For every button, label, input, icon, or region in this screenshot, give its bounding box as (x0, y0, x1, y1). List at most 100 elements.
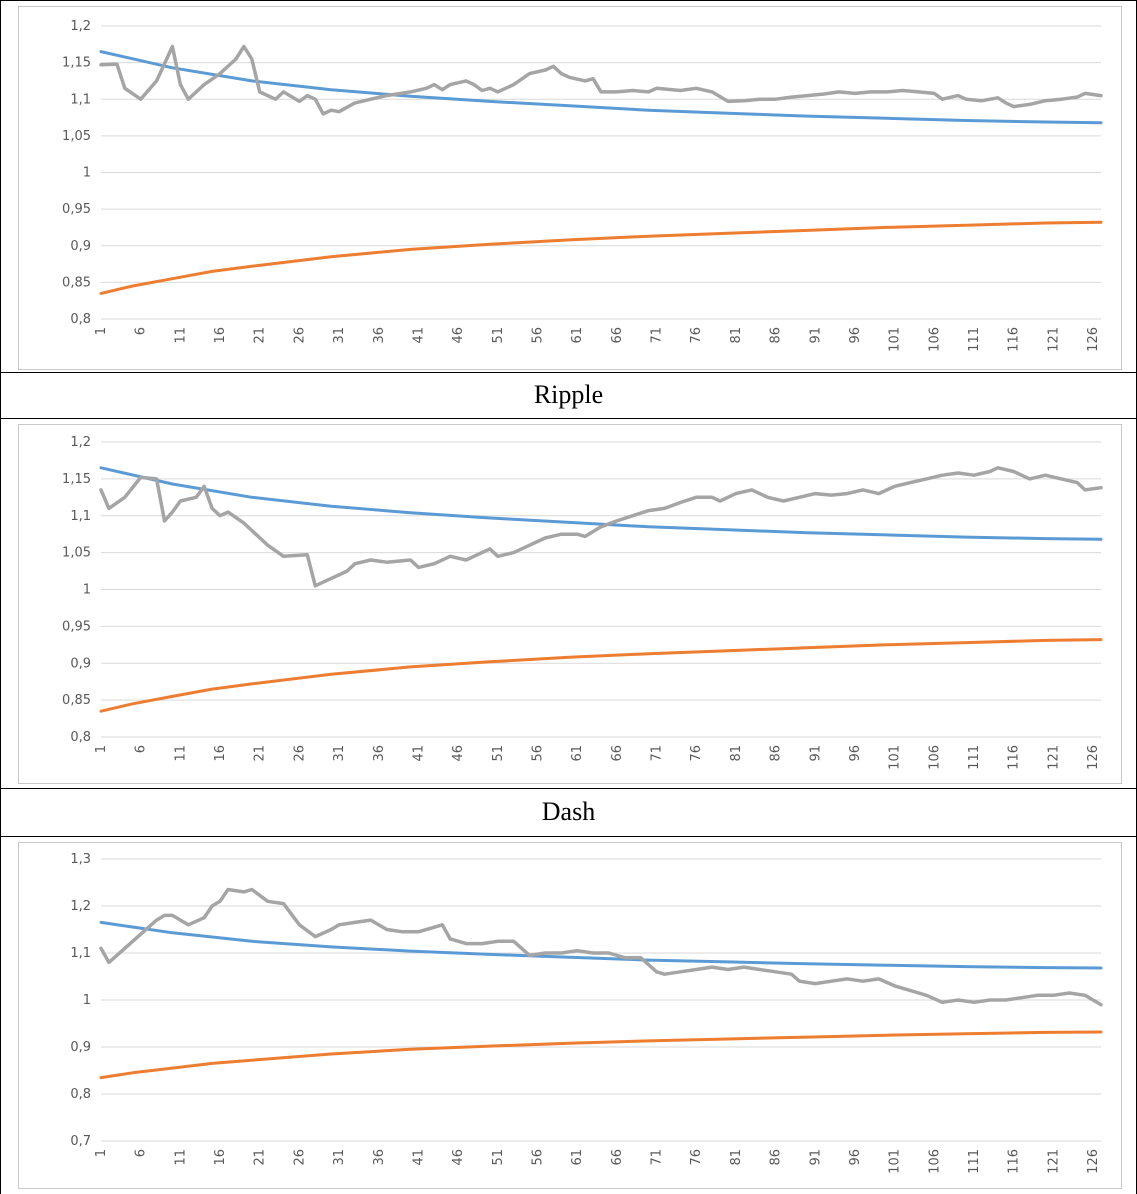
x-tick-label: 126 (1086, 745, 1101, 770)
x-tick-label: 86 (769, 1149, 784, 1166)
x-tick-label: 111 (967, 1149, 982, 1174)
series-line (99, 920, 1103, 970)
x-tick-label: 36 (372, 327, 387, 344)
y-tick-label: 1,3 (70, 852, 91, 867)
y-tick-label: 1,2 (70, 435, 91, 450)
x-tick-label: 86 (769, 745, 784, 762)
x-tick-label: 46 (451, 1149, 466, 1166)
y-tick-label: 0,85 (62, 693, 91, 708)
x-tick-label: 111 (967, 745, 982, 770)
x-tick-label: 51 (491, 745, 506, 762)
x-tick-label: 96 (848, 327, 863, 344)
x-tick-label: 66 (610, 1149, 625, 1166)
x-tick-label: 1 (94, 745, 109, 753)
x-tick-label: 11 (173, 745, 188, 762)
series-line (99, 220, 1103, 295)
x-tick-label: 16 (213, 327, 228, 344)
x-tick-label: 51 (491, 327, 506, 344)
x-tick-label: 111 (967, 327, 982, 352)
x-tick-label: 16 (213, 1149, 228, 1166)
x-tick-label: 71 (650, 327, 665, 344)
chart-ripple: 1,2 1,15 1,1 1,05 1 0,95 0,9 0,85 0,8 1 6 11 16 21 26 3… (18, 424, 1122, 784)
x-tick-label: 36 (372, 745, 387, 762)
y-tick-label: 1,05 (62, 129, 91, 144)
x-tick-label: 56 (531, 745, 546, 762)
x-tick-label: 31 (332, 1149, 347, 1166)
x-tick-label: 6 (134, 1149, 149, 1157)
x-tick-label: 116 (1007, 745, 1022, 770)
series-line (99, 50, 1103, 125)
series-line (99, 1030, 1103, 1080)
series-line (99, 887, 1103, 1007)
x-tick-label: 66 (610, 327, 625, 344)
x-tick-label: 116 (1007, 327, 1022, 352)
y-tick-label: 1 (83, 166, 91, 181)
table-border-left (0, 0, 1, 1194)
section-title-ripple: Ripple (533, 380, 604, 409)
y-tick-label: 1,05 (62, 546, 91, 561)
y-tick-label: 0,7 (70, 1134, 91, 1149)
y-tick-label: 0,9 (70, 239, 91, 254)
y-tick-label: 0,9 (70, 1040, 91, 1055)
x-tick-label: 91 (808, 1149, 823, 1166)
x-tick-label: 41 (411, 745, 426, 762)
x-tick-label: 6 (134, 327, 149, 335)
chart-dash-svg: 1,31,21,110,90,80,71 6 11 16 21 26 31 36 41 46 51 5… (70, 852, 1103, 1174)
y-tick-label: 1 (83, 583, 91, 598)
x-tick-label: 31 (332, 745, 347, 762)
x-tick-label: 71 (650, 1149, 665, 1166)
x-tick-label: 121 (1046, 327, 1061, 352)
x-tick-label: 101 (888, 1149, 903, 1174)
y-tick-label: 0,9 (70, 656, 91, 671)
y-tick-label: 0,95 (62, 202, 91, 217)
x-tick-label: 76 (689, 745, 704, 762)
table-border-top (0, 0, 1137, 1)
table-border-row3 (0, 788, 1137, 789)
x-tick-label: 106 (927, 745, 942, 770)
x-tick-label: 86 (769, 327, 784, 344)
x-tick-label: 46 (451, 745, 466, 762)
x-tick-label: 46 (451, 327, 466, 344)
x-tick-label: 81 (729, 1149, 744, 1166)
x-tick-label: 61 (570, 745, 585, 762)
x-tick-label: 126 (1086, 1149, 1101, 1174)
x-tick-label: 66 (610, 745, 625, 762)
x-tick-label: 31 (332, 327, 347, 344)
x-tick-label: 16 (213, 745, 228, 762)
x-tick-label: 26 (292, 745, 307, 762)
x-tick-label: 101 (888, 745, 903, 770)
table-border-row4 (0, 836, 1137, 837)
y-tick-label: 0,95 (62, 619, 91, 634)
y-tick-label: 1,1 (70, 509, 91, 524)
series-line (99, 638, 1103, 713)
x-tick-label: 36 (372, 1149, 387, 1166)
y-tick-label: 0,8 (70, 730, 91, 745)
x-tick-label: 76 (689, 327, 704, 344)
y-tick-label: 0,85 (62, 275, 91, 290)
x-tick-label: 96 (848, 1149, 863, 1166)
y-tick-label: 1,1 (70, 946, 91, 961)
x-tick-label: 121 (1046, 745, 1061, 770)
x-tick-label: 56 (531, 1149, 546, 1166)
x-tick-label: 51 (491, 1149, 506, 1166)
y-tick-label: 1,2 (70, 19, 91, 34)
x-tick-label: 21 (253, 745, 268, 762)
y-tick-label: 1,2 (70, 899, 91, 914)
x-tick-label: 41 (411, 327, 426, 344)
x-tick-label: 76 (689, 1149, 704, 1166)
section-title-dash: Dash (541, 797, 596, 826)
x-tick-label: 56 (531, 327, 546, 344)
chart-dash: 1,3 1,2 1,1 1 0,9 0,8 0,7 1 6 11 16 21 26 31 36 41 46 51 5… (18, 842, 1122, 1189)
x-tick-label: 6 (134, 745, 149, 753)
x-tick-label: 121 (1046, 1149, 1061, 1174)
x-tick-label: 1 (94, 327, 109, 335)
x-tick-label: 126 (1086, 327, 1101, 352)
x-tick-label: 26 (292, 1149, 307, 1166)
x-tick-label: 81 (729, 745, 744, 762)
y-tick-label: 0,8 (70, 1087, 91, 1102)
y-tick-label: 0,8 (70, 312, 91, 327)
x-tick-label: 106 (927, 327, 942, 352)
x-tick-label: 41 (411, 1149, 426, 1166)
